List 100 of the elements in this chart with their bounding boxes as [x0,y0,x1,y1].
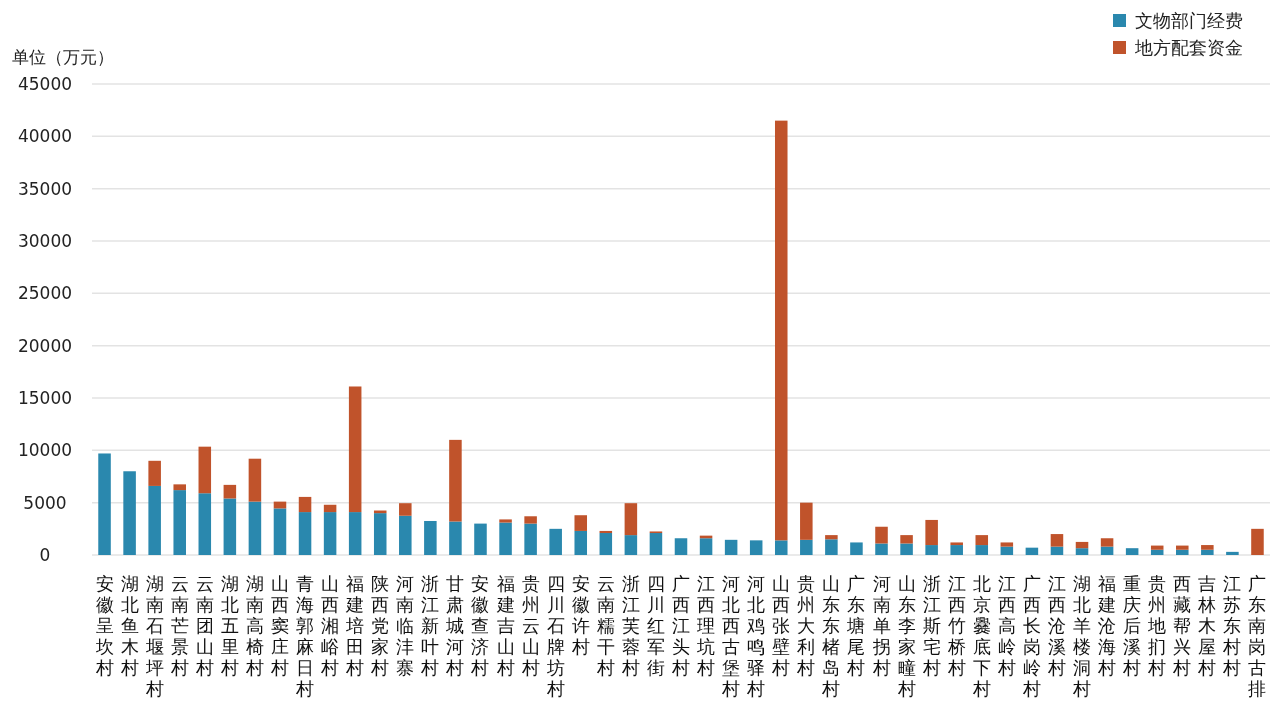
y-tick-label: 30000 [17,231,73,251]
x-tick-label: 西藏帮兴村 [1172,573,1192,678]
bar [499,519,512,523]
bar [1050,534,1064,547]
legend-label: 文物部门经费 [1135,10,1243,31]
x-tick-label: 山东李家疃村 [896,573,916,699]
bar [574,530,588,555]
y-tick-label: 35000 [17,178,73,199]
bar [1125,548,1139,555]
x-tick-label: 安徽查济村 [470,573,490,678]
x-tick-label: 安徽许村 [570,573,590,657]
bar [323,504,337,513]
x-tick-label: 广西江头村 [671,573,690,678]
x-tick-label: 甘肃城河村 [445,573,465,678]
x-tick-label: 河南临沣寨 [396,573,415,678]
bar [800,539,813,555]
x-tick-label: 云南糯干村 [595,573,615,678]
bar [173,490,186,555]
bar [98,453,111,555]
bar [348,386,362,513]
bar [774,120,788,541]
bar [524,516,537,524]
y-tick-label: 45000 [17,74,73,94]
bar [449,439,462,522]
bar [348,512,362,555]
x-tick-label: 贵州大利村 [796,573,816,678]
bar [1025,547,1039,555]
x-tick-label: 北京爨底下村 [971,573,991,699]
x-tick-label: 云南芒景村 [169,573,189,678]
bar [123,471,136,555]
bar [248,501,262,555]
bar [825,535,838,540]
bar [699,538,713,555]
bar [1075,541,1089,549]
y-axis-title: 单位（万元） [12,47,114,67]
bar [624,503,638,536]
bar [1050,546,1064,555]
x-tick-label: 湖北五里村 [219,573,239,678]
bar [1201,545,1214,550]
x-tick-label: 湖南石堰坪村 [144,573,164,699]
bar [850,542,863,555]
bar [449,521,462,555]
bar [599,530,613,534]
bar [599,533,613,555]
x-tick-label: 贵州地扪村 [1147,573,1167,678]
bar [900,543,913,555]
x-tick-label: 浙江芙蓉村 [620,573,640,678]
bar [399,503,412,516]
bar [474,523,487,555]
bar [950,545,963,555]
x-tick-label: 吉林木屋村 [1197,573,1217,678]
x-tick-label: 湖北鱼木村 [119,573,139,678]
bar [1100,546,1114,555]
legend-label: 地方配套资金 [1134,37,1243,58]
x-tick-label: 广西长岗岭村 [1021,573,1041,699]
bar [1226,551,1239,555]
bar [1176,545,1189,550]
y-tick-label: 10000 [17,440,73,461]
bar [800,502,813,540]
bar [774,540,788,555]
bar [875,543,888,555]
bar [1150,549,1164,555]
x-tick-label: 山西张壁村 [771,573,791,678]
x-tick-label: 四川红军街 [646,573,665,678]
bar [749,540,763,555]
bar [1150,545,1164,550]
bar [950,542,963,546]
bar [399,515,412,555]
x-tick-label: 江西沧溪村 [1046,573,1066,678]
bar [373,513,387,555]
bar [198,493,212,555]
x-tick-label: 重庆后溪村 [1122,573,1142,678]
bar [173,484,186,491]
bar [298,496,312,513]
bar [649,533,663,555]
bar [975,535,989,546]
x-tick-label: 云南团山村 [194,573,214,678]
x-tick-label: 福建培田村 [345,573,365,678]
x-tick-label: 河北鸡鸣驿村 [746,573,766,699]
x-tick-label: 湖北羊楼洞村 [1072,573,1092,699]
bar [298,512,312,555]
x-tick-label: 江西竹桥村 [946,573,966,678]
bar [323,512,337,555]
bar [875,526,888,544]
bar [223,498,237,555]
x-tick-label: 安徽呈坎村 [94,573,114,678]
x-tick-label: 广东塘尾村 [846,573,866,678]
bar [499,522,512,555]
bar [1075,548,1089,555]
bar [198,446,212,494]
bar [148,485,161,555]
bar [1000,546,1014,555]
x-tick-label: 江西理坑村 [696,573,716,678]
x-tick-label: 广东南岗古排 [1248,573,1267,699]
x-tick-label: 山东东楮岛村 [821,573,841,699]
bar [1176,549,1189,555]
x-tick-label: 浙江新叶村 [420,573,440,678]
y-tick-label: 15000 [17,388,73,408]
x-tick-label: 青海郭麻日村 [295,573,315,699]
bar [975,545,989,555]
